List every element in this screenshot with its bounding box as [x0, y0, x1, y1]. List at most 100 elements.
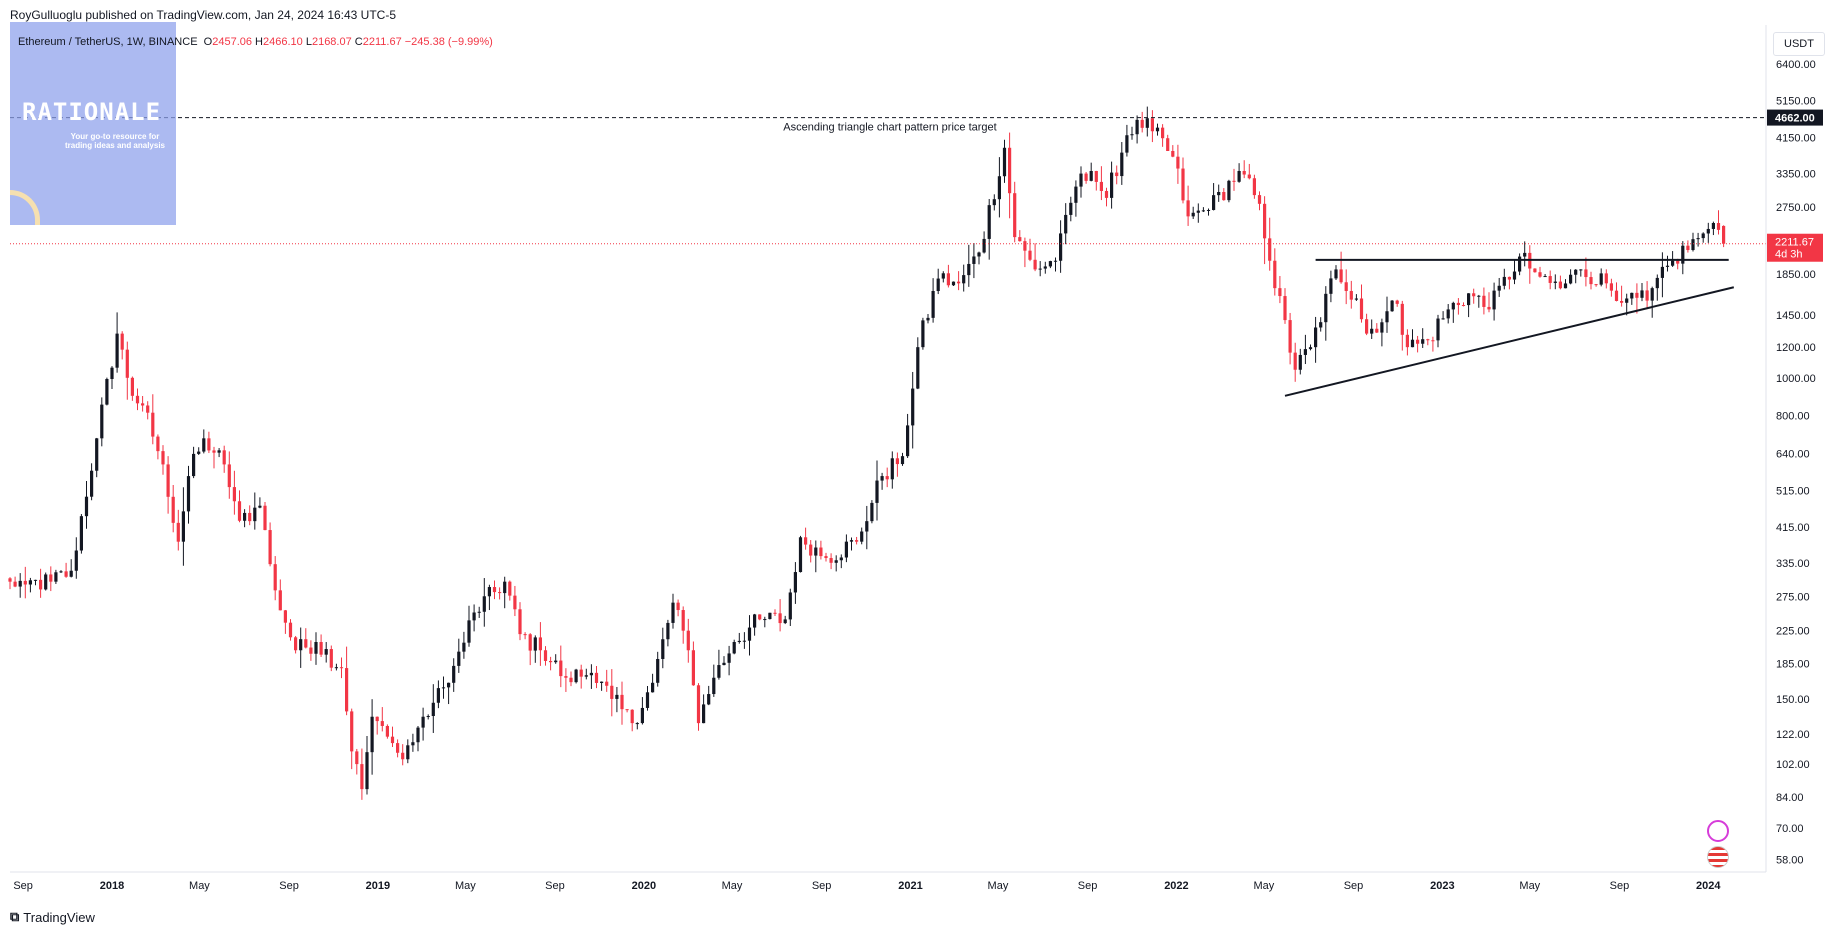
candle-body — [248, 512, 252, 522]
candle-body — [982, 238, 986, 253]
candle-body — [1512, 271, 1517, 280]
candle-body — [1645, 290, 1649, 301]
ohlc-close-value: 2211.67 — [362, 36, 402, 48]
us-flag-icon[interactable] — [1707, 846, 1729, 868]
ohlc-open-value: 2457.06 — [212, 36, 252, 48]
candle-body — [171, 496, 175, 523]
y-tick-label: 122.00 — [1776, 729, 1810, 741]
candle-body — [1543, 276, 1547, 278]
candle-body — [1630, 292, 1634, 299]
candle-body — [492, 587, 497, 593]
candle-body — [717, 665, 721, 678]
candle-body — [702, 704, 706, 724]
drawing-overlays: Ascending triangle chart pattern price t… — [10, 117, 1766, 397]
candle-body — [1609, 283, 1613, 291]
candle-body — [487, 587, 491, 597]
x-tick-label: Sep — [545, 880, 565, 892]
x-tick-label: 2019 — [366, 880, 390, 892]
candle-body — [1538, 272, 1542, 277]
candle-body — [778, 613, 782, 624]
candle-body — [1150, 118, 1154, 132]
candle-body — [594, 672, 599, 683]
x-tick-label: May — [988, 880, 1009, 892]
candle-body — [23, 580, 27, 585]
candle-body — [314, 641, 318, 654]
symbol-name[interactable]: Ethereum / TetherUS, 1W, BINANCE — [18, 36, 198, 48]
candle-body — [1099, 181, 1103, 191]
candle-body — [844, 541, 848, 558]
candle-body — [513, 595, 517, 610]
candle-body — [1273, 260, 1277, 289]
candle-body — [1706, 228, 1710, 234]
candle-body — [1201, 210, 1205, 212]
candle-body — [79, 516, 83, 551]
candle-body — [1191, 212, 1195, 217]
candle-body — [1375, 328, 1379, 333]
candle-body — [49, 574, 53, 582]
candle-body — [967, 263, 971, 276]
currency-button[interactable]: USDT — [1773, 32, 1825, 56]
candle-body — [737, 640, 741, 642]
price-axis[interactable]: 6400.00 5150.00 4150.00 3350.00 2750.00 1850.… — [1765, 25, 1823, 872]
candle-body — [1110, 172, 1114, 198]
candle-body — [951, 281, 956, 286]
candle-body — [793, 572, 797, 593]
candle-body — [722, 662, 726, 666]
candle-body — [605, 681, 609, 686]
candle-body — [1650, 288, 1654, 301]
candle-body — [1212, 195, 1216, 210]
candle-body — [477, 611, 481, 613]
candle-body — [941, 273, 945, 279]
candle-body — [1620, 300, 1624, 303]
candle-body — [186, 476, 191, 512]
candle-body — [1410, 339, 1415, 348]
candle-body — [360, 764, 364, 790]
candle-body — [656, 658, 660, 683]
candle-body — [564, 676, 568, 678]
candle-body — [1319, 322, 1323, 328]
symbol-legend: Ethereum / TetherUS, 1W, BINANCE O2457.0… — [18, 36, 493, 48]
candle-body — [610, 685, 614, 699]
candle-body — [880, 476, 884, 481]
candle-body — [64, 571, 68, 577]
candle-body — [518, 609, 522, 635]
trendline-support[interactable] — [1284, 286, 1735, 397]
candle-body — [1232, 180, 1236, 182]
y-tick-label: 515.00 — [1776, 485, 1810, 497]
candle-body — [54, 572, 58, 582]
candle-body — [911, 388, 915, 426]
tradingview-footer[interactable]: ⧉ TradingView — [10, 909, 95, 925]
candle-body — [329, 649, 333, 668]
x-tick-label: Sep — [13, 880, 33, 892]
time-axis[interactable]: Sep 2018 May Sep 2019 May Sep 2020 May Sep 2021 May… — [10, 871, 1766, 892]
ohlc-change: −245.38 (−9.99%) — [404, 36, 493, 48]
tradingview-brand: TradingView — [23, 909, 95, 925]
candle-body — [584, 675, 588, 677]
lightning-icon[interactable] — [1707, 820, 1729, 842]
candle-body — [834, 560, 838, 563]
candle-body — [1186, 200, 1190, 217]
candle-body — [1599, 273, 1603, 285]
candle-body — [355, 751, 359, 765]
candle-body — [1008, 147, 1012, 194]
candle-body — [768, 612, 772, 620]
candle-body — [1104, 190, 1109, 198]
candle-body — [559, 660, 563, 677]
ohlc-open-label: O — [203, 36, 213, 48]
candle-body — [1502, 276, 1506, 286]
candle-body — [90, 470, 94, 497]
candle-body — [829, 558, 833, 563]
candle-body — [997, 176, 1001, 200]
candle-body — [1059, 233, 1063, 261]
candle-body — [1181, 168, 1185, 201]
candle-body — [1441, 318, 1445, 320]
candle-body — [105, 378, 109, 405]
candle-body — [1145, 118, 1149, 128]
candle-body — [1242, 170, 1246, 175]
candle-body — [401, 752, 405, 760]
candle-body — [166, 464, 170, 497]
candle-body — [1405, 334, 1409, 348]
candle-body — [1048, 261, 1052, 267]
candle-body — [972, 256, 976, 264]
